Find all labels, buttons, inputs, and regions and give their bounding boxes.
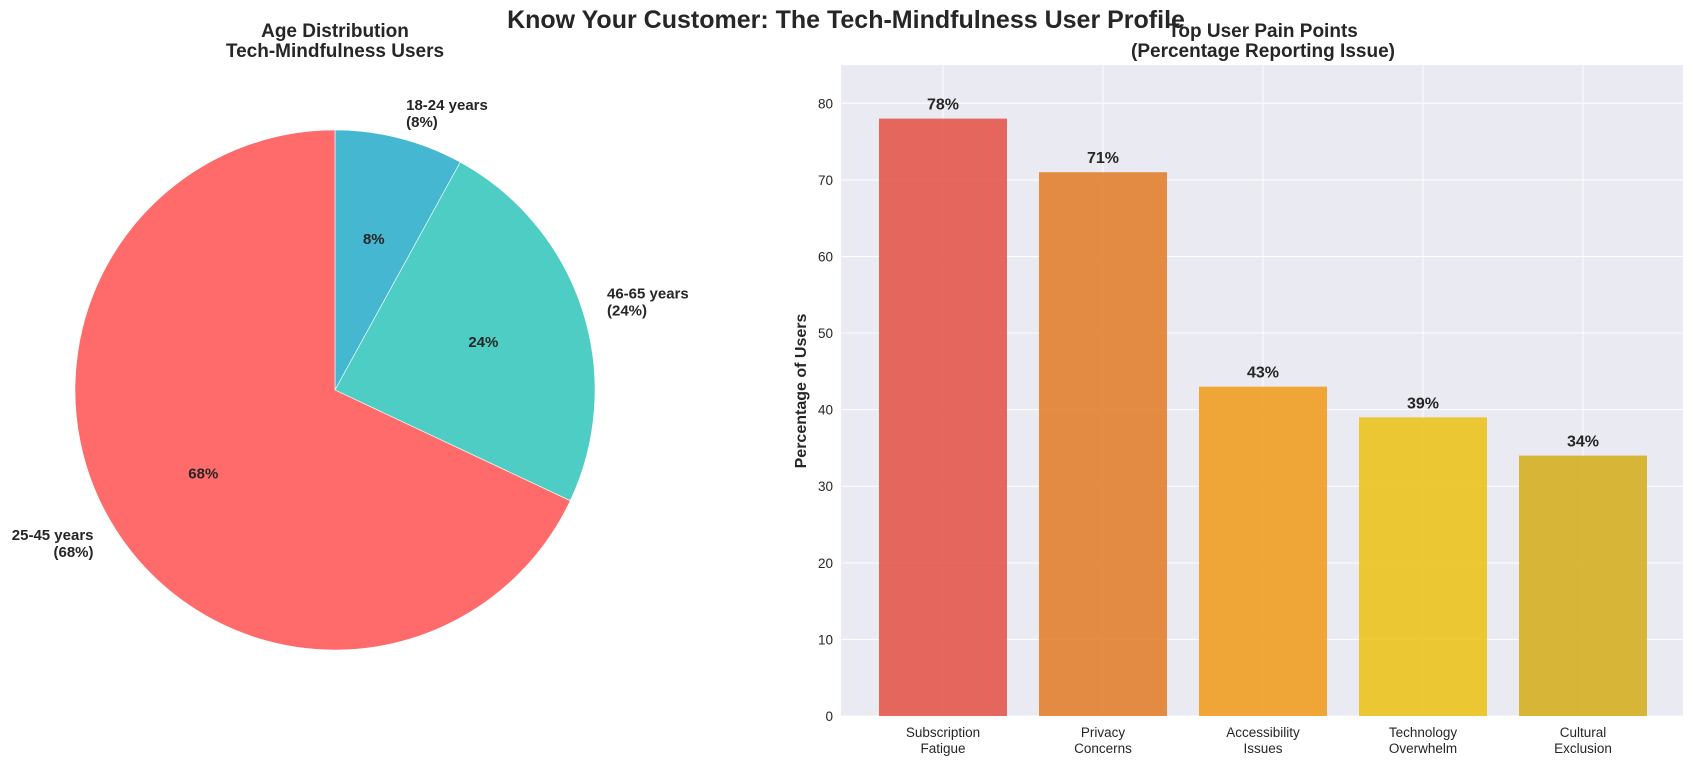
- bar-privacy-concerns: [1039, 172, 1167, 717]
- pie-pct-label: 24%: [468, 334, 498, 351]
- pie-slice-sublabel: (24%): [607, 303, 647, 320]
- pain-points-bar-chart: Top User Pain Points (Percentage Reporti…: [793, 21, 1683, 756]
- x-tick-label: Cultural: [1560, 725, 1607, 740]
- y-axis-label: Percentage of Users: [793, 314, 810, 469]
- bar-title-line-2: (Percentage Reporting Issue): [1131, 41, 1395, 62]
- pie-slice-sublabel: (68%): [54, 544, 94, 561]
- y-tick-label: 70: [818, 173, 833, 188]
- pie-slice-label: 25-45 years: [12, 527, 94, 544]
- age-distribution-pie-chart: Age Distribution Tech-Mindfulness Users …: [12, 21, 689, 651]
- y-tick-label: 0: [825, 709, 833, 724]
- bar-subscription-fatigue: [879, 118, 1007, 717]
- pie-title-line-1: Age Distribution: [261, 21, 409, 42]
- bar-value-label: 39%: [1407, 395, 1439, 412]
- x-tick-label: Technology: [1389, 725, 1458, 740]
- pie-slice-sublabel: (8%): [406, 114, 438, 131]
- pie-slice-18-24-years: [334, 129, 461, 391]
- x-tick-label: Subscription: [906, 725, 980, 740]
- y-tick-label: 50: [818, 326, 833, 341]
- bar-value-label: 71%: [1087, 150, 1119, 167]
- bar-accessibility-issues: [1199, 386, 1327, 716]
- bar-technology-overwhelm: [1359, 417, 1487, 716]
- bars: 78% 71% 43% 39% 34%: [879, 97, 1647, 717]
- pie-slice-46-65-years: [334, 161, 596, 502]
- x-tick-label: Privacy: [1081, 725, 1126, 740]
- y-tick-label: 30: [818, 479, 833, 494]
- pie-slice-25-45-years: [74, 129, 571, 651]
- bar-cultural-exclusion: [1519, 455, 1647, 716]
- pie-slice-label: 46-65 years: [607, 286, 689, 303]
- x-tick-label: Issues: [1243, 741, 1282, 756]
- y-tick-label: 40: [818, 403, 833, 418]
- figure-title: Know Your Customer: The Tech-Mindfulness…: [507, 6, 1185, 34]
- y-tick-label: 20: [818, 556, 833, 571]
- x-tick-label: Fatigue: [920, 741, 965, 756]
- pie-pct-label: 8%: [363, 231, 385, 248]
- bar-value-label: 78%: [927, 97, 959, 114]
- pie-pct-label: 68%: [188, 466, 218, 483]
- x-tick-label: Accessibility: [1226, 725, 1300, 740]
- pie-labels: 8% 18-24 years(8%) 24% 46-65 years(24%) 68% 2…: [12, 97, 689, 561]
- y-tick-label: 60: [818, 249, 833, 264]
- bar-value-label: 34%: [1567, 434, 1599, 451]
- bar-value-label: 43%: [1247, 365, 1279, 382]
- pie-slices: [74, 129, 596, 651]
- y-tick-label: 10: [818, 632, 833, 647]
- bar-title-line-1: Top User Pain Points: [1168, 21, 1358, 42]
- x-tick-label: Overwhelm: [1389, 741, 1457, 756]
- y-tick-label: 80: [818, 96, 833, 111]
- pie-slice-label: 18-24 years: [406, 97, 488, 114]
- pie-title-line-2: Tech-Mindfulness Users: [226, 41, 444, 62]
- y-axis-ticks: 0 10 20 30 40 50 60 70 80: [818, 96, 833, 724]
- x-tick-label: Concerns: [1074, 741, 1132, 756]
- x-tick-label: Exclusion: [1554, 741, 1612, 756]
